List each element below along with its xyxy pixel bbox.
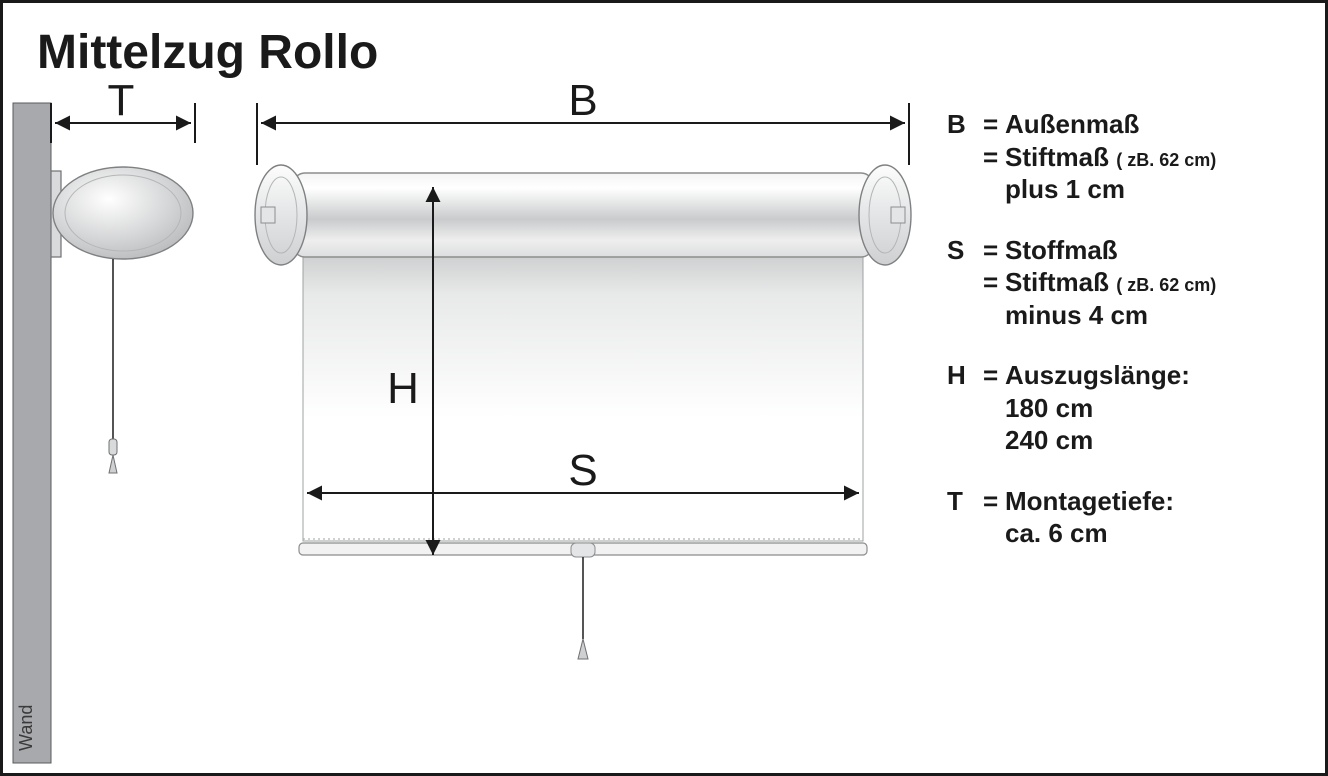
- legend-B-line3: plus 1 cm: [947, 173, 1287, 206]
- cap-right: [859, 165, 911, 265]
- front-cord-tip: [578, 639, 588, 659]
- dim-S-label: S: [568, 446, 597, 495]
- wall-label: Wand: [16, 705, 36, 751]
- legend-T-key: T: [947, 485, 983, 518]
- dim-B-label: B: [568, 76, 597, 125]
- legend-H-key: H: [947, 359, 983, 392]
- legend-S-line2b: ( zB. 62 cm): [1116, 275, 1216, 295]
- legend-B-line2a: Stiftmaß: [1005, 142, 1109, 172]
- legend-S: S = Stoffmaß = Stiftmaß ( zB. 62 cm) min…: [947, 234, 1287, 332]
- side-cord-bead: [109, 439, 117, 455]
- wall: [13, 103, 51, 763]
- legend-B-line1: Außenmaß: [1005, 108, 1139, 141]
- legend-S-key: S: [947, 234, 983, 267]
- legend-T-v0: ca. 6 cm: [947, 517, 1287, 550]
- legend-B: B = Außenmaß = Stiftmaß ( zB. 62 cm) plu…: [947, 108, 1287, 206]
- dim-T-label: T: [108, 76, 135, 125]
- legend-S-line2a: Stiftmaß: [1005, 267, 1109, 297]
- legend-S-line3: minus 4 cm: [947, 299, 1287, 332]
- legend-T-line1: Montagetiefe:: [1005, 485, 1174, 518]
- legend-H-line1: Auszugslänge:: [1005, 359, 1190, 392]
- legend-T: T = Montagetiefe: ca. 6 cm: [947, 485, 1287, 550]
- legend-H-v0: 180 cm: [947, 392, 1287, 425]
- legend-S-line1: Stoffmaß: [1005, 234, 1118, 267]
- diagram-frame: Mittelzug Rollo: [0, 0, 1328, 776]
- side-cord-tip: [109, 455, 117, 473]
- legend-B-key: B: [947, 108, 983, 141]
- front-tube: [293, 173, 873, 257]
- legend-B-line2b: ( zB. 62 cm): [1116, 150, 1216, 170]
- dim-H-label: H: [387, 364, 419, 413]
- side-tube: [53, 167, 193, 259]
- legend: B = Außenmaß = Stiftmaß ( zB. 62 cm) plu…: [947, 108, 1287, 578]
- technical-diagram: Wand T: [3, 3, 963, 773]
- front-cord-clip: [571, 543, 595, 557]
- cap-left: [255, 165, 307, 265]
- legend-H: H = Auszugslänge: 180 cm 240 cm: [947, 359, 1287, 457]
- legend-H-v1: 240 cm: [947, 424, 1287, 457]
